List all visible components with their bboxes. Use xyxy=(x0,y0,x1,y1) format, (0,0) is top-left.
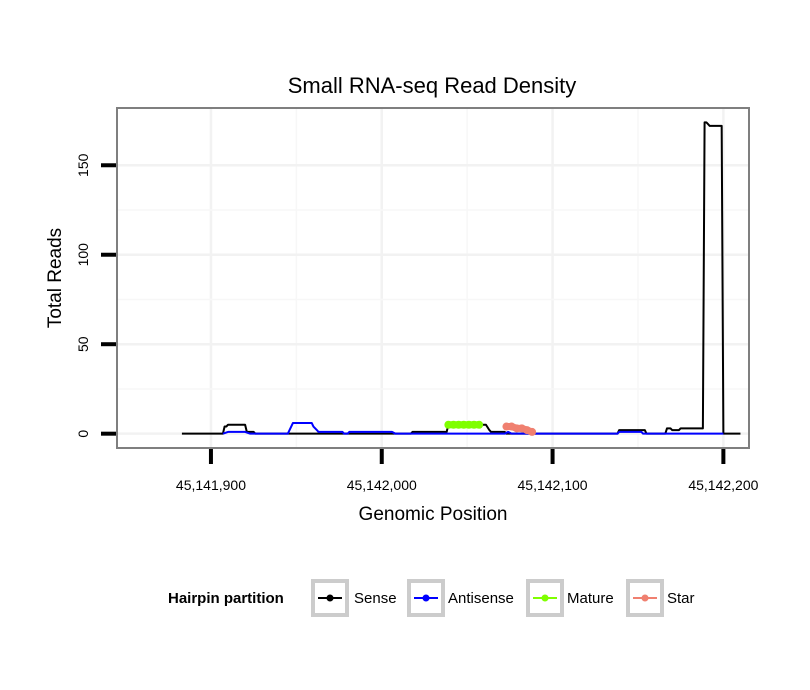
legend-key-point-star xyxy=(641,594,649,602)
series-point-mature xyxy=(475,420,484,429)
legend-label-antisense: Antisense xyxy=(448,590,514,607)
y-tick-label-3: 150 xyxy=(75,153,91,177)
x-axis-title: Genomic Position xyxy=(359,504,508,525)
legend-key-point-antisense xyxy=(422,594,430,602)
legend-label-star: Star xyxy=(667,590,695,607)
x-tick-label-2: 45,142,100 xyxy=(518,477,588,493)
y-tick-label-2: 100 xyxy=(75,243,91,267)
legend-label-mature: Mature xyxy=(567,590,614,607)
series-point-star xyxy=(528,427,537,436)
legend: Hairpin partition Sense Antisense Mature St… xyxy=(168,579,695,617)
legend-title: Hairpin partition xyxy=(168,590,284,607)
x-tick-label-1: 45,142,000 xyxy=(347,477,417,493)
legend-key-point-sense xyxy=(326,594,334,602)
x-tick-label-3: 45,142,200 xyxy=(688,477,758,493)
legend-key-point-mature xyxy=(541,594,549,602)
x-tick-label-0: 45,141,900 xyxy=(176,477,246,493)
series-layer xyxy=(181,121,741,436)
plot-border xyxy=(116,107,750,449)
chart-title: Small RNA-seq Read Density xyxy=(288,73,577,98)
legend-label-sense: Sense xyxy=(354,590,397,607)
y-axis: 0 50 100 150 xyxy=(75,153,116,438)
y-tick-label-1: 50 xyxy=(75,336,91,352)
x-axis: 45,141,900 45,142,000 45,142,100 45,142,200 xyxy=(176,449,759,493)
series-line-antisense xyxy=(222,421,724,435)
y-axis-title: Total Reads xyxy=(45,228,66,328)
y-tick-label-0: 0 xyxy=(75,430,91,438)
